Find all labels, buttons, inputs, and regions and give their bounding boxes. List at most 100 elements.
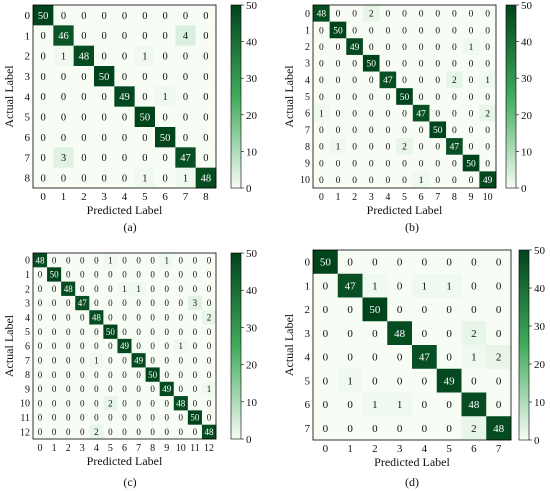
cell-value: 0: [452, 26, 457, 36]
cell-value: 0: [136, 298, 141, 308]
cell-value: 47: [450, 143, 460, 153]
cell-value: 0: [66, 255, 71, 265]
heatmap-cell: [47, 396, 62, 411]
x-tick-label: 0: [38, 443, 43, 454]
x-tick-label: 8: [203, 191, 209, 203]
heatmap-cell: [145, 410, 160, 425]
cell-value: 1: [319, 109, 324, 119]
heatmap-cell: [337, 297, 363, 322]
cell-value: 0: [102, 133, 107, 144]
heatmap-cell: [195, 5, 217, 26]
heatmap-cell: [379, 154, 397, 172]
cell-value: 0: [203, 11, 208, 22]
x-tick-label: 5: [108, 443, 113, 454]
heatmap-cell: [47, 267, 62, 282]
cell-value: 49: [119, 92, 130, 103]
cell-value: 0: [66, 355, 71, 365]
cell-value: 1: [183, 174, 188, 185]
cell-value: 0: [150, 298, 155, 308]
heatmap-cell: [159, 396, 175, 411]
cell-value: 0: [193, 327, 198, 337]
y-tick-label: 0: [305, 257, 311, 269]
heatmap-cell: [461, 368, 487, 393]
heatmap-cell: [75, 353, 90, 368]
cell-value: 0: [108, 298, 113, 308]
cell-value: 0: [369, 109, 374, 119]
heatmap-cell: [429, 21, 447, 39]
cell-value: 0: [66, 427, 71, 437]
heatmap-cell: [33, 167, 54, 189]
heatmap-cell: [103, 338, 118, 354]
cell-value: 0: [108, 384, 113, 394]
cell-value: 0: [142, 31, 147, 42]
cell-value: 0: [369, 93, 374, 103]
heatmap-cell: [33, 281, 48, 297]
heatmap-cell: [379, 5, 397, 22]
heatmap-cell: [33, 353, 48, 368]
heatmap-cell: [47, 381, 62, 397]
cell-value: 1: [485, 76, 490, 86]
heatmap-cell: [145, 338, 160, 354]
y-tick-label: 8: [25, 370, 30, 381]
heatmap-cell: [362, 321, 388, 346]
x-tick-label: 5: [402, 192, 407, 203]
cell-value: 0: [41, 31, 46, 42]
heatmap-cell: [486, 297, 512, 322]
cell-value: 0: [102, 113, 107, 124]
cell-value: 0: [122, 113, 127, 124]
cell-value: 0: [207, 327, 212, 337]
heatmap-cell: [94, 25, 115, 46]
cell-value: 0: [142, 72, 147, 83]
heatmap-cell: [187, 353, 203, 368]
heatmap-cell: [173, 267, 189, 282]
y-tick-label: 3: [305, 59, 310, 70]
cell-value: 0: [193, 313, 198, 323]
cell-value: 0: [352, 159, 357, 169]
x-tick-label: 5: [446, 443, 452, 455]
cell-value: 2: [108, 398, 113, 408]
heatmap-cell: [159, 367, 175, 383]
cell-value: 0: [164, 298, 169, 308]
heatmap-cell: [412, 154, 430, 172]
heatmap-cell: [89, 396, 104, 411]
heatmap-cell: [131, 367, 146, 383]
heatmap-cell: [379, 38, 397, 56]
cell-value: 0: [419, 26, 424, 36]
cell-value: 0: [102, 153, 107, 164]
cell-value: 1: [372, 280, 378, 292]
heatmap-cell: [337, 321, 363, 346]
colorbar-tick-label: 20: [534, 359, 546, 371]
cell-value: 0: [41, 52, 46, 63]
cell-value: 0: [80, 313, 85, 323]
heatmap-cell: [47, 338, 62, 354]
heatmap-cell: [461, 297, 487, 322]
heatmap-cell: [131, 324, 146, 340]
heatmap-cell: [313, 104, 330, 122]
heatmap-cell: [94, 86, 115, 107]
panel-3: 50 0 0 0 0 0 0 00 47 1 0 1 1 0 00 0 50 0 0 0 0 00 0 0 48 0 0 2 00 0 0 0…: [282, 245, 546, 489]
cell-value: 0: [52, 284, 57, 294]
cell-value: 0: [136, 398, 141, 408]
cell-value: 0: [446, 423, 452, 435]
heatmap-cell: [412, 71, 430, 89]
cell-value: 0: [352, 26, 357, 36]
colorbar-tick-label: 0: [521, 183, 527, 195]
heatmap-cell: [396, 121, 414, 139]
cell-value: 0: [94, 327, 99, 337]
cell-value: 0: [369, 26, 374, 36]
cell-value: 0: [41, 92, 46, 103]
cell-value: 0: [102, 31, 107, 42]
heatmap-cell: [187, 396, 203, 411]
heatmap-cell: [429, 138, 447, 156]
heatmap-cell: [61, 267, 76, 282]
cell-value: 0: [469, 126, 474, 136]
heatmap-cell: [33, 253, 48, 268]
cell-value: 0: [469, 10, 474, 20]
heatmap-cell: [462, 5, 480, 22]
heatmap-cell: [173, 295, 189, 311]
cell-value: 49: [350, 43, 360, 53]
cell-value: 0: [164, 355, 169, 365]
cell-value: 0: [81, 11, 86, 22]
cell-value: 0: [471, 280, 477, 292]
cell-value: 0: [122, 355, 127, 365]
